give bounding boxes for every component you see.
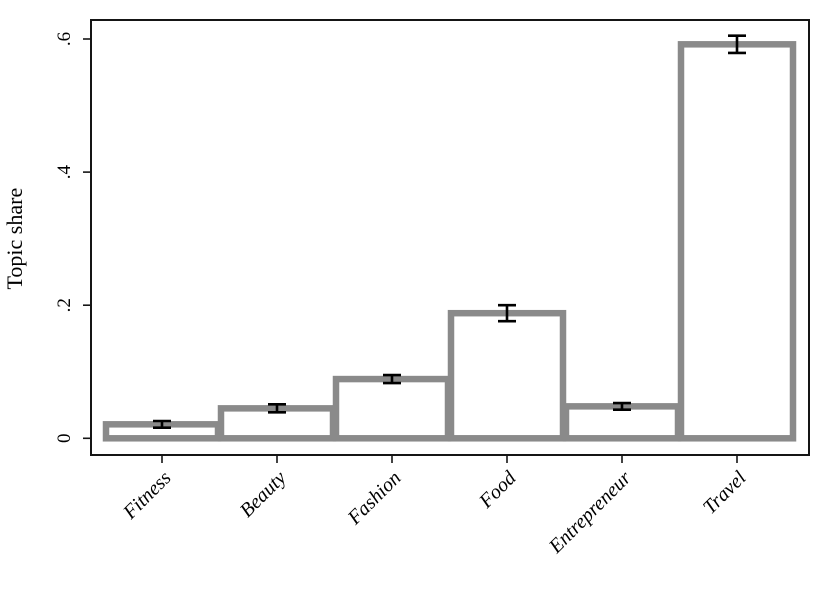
y-axis-tick-label-4: .4 [54, 164, 75, 179]
y-axis-tick-label-2: .2 [54, 298, 75, 312]
plot-frame [90, 19, 810, 456]
bar-food [447, 309, 567, 442]
bar-travel [677, 41, 797, 442]
y-axis-tick-label-0: 0 [54, 434, 75, 444]
bar-entrepreneur [562, 403, 682, 442]
bar-fashion [332, 375, 452, 442]
y-axis-tick-label-6: .6 [54, 32, 75, 46]
y-axis-title: Topic share [2, 188, 27, 290]
